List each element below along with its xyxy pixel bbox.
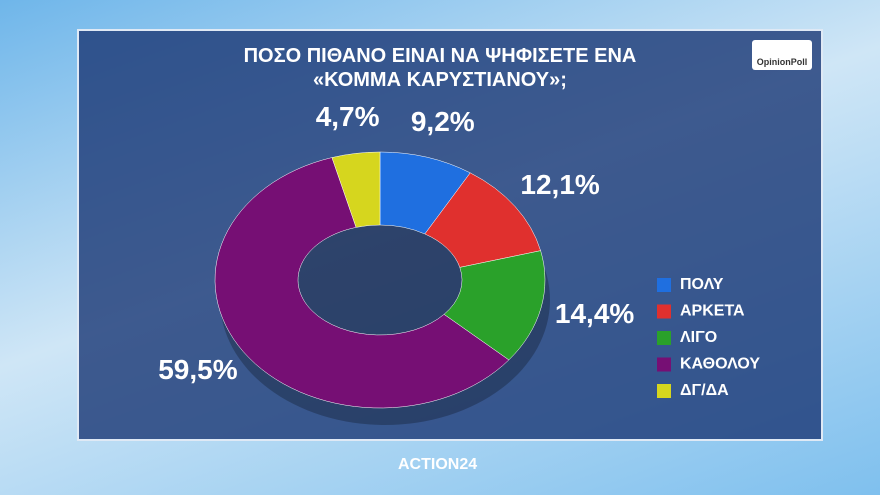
value-label: 14,4% [555,298,634,329]
channel-logo: ACTION24 [398,456,478,473]
legend-label: ΔΓ/ΔΑ [680,382,729,399]
legend-swatch [657,384,671,398]
value-label: 4,7% [316,101,380,132]
legend-swatch [657,331,671,345]
donut-slice [331,151,381,228]
value-label: 9,2% [411,106,475,137]
logo: OpinionPoll [752,40,812,70]
value-label: 59,5% [158,354,237,385]
legend-label: ΠΟΛΥ [680,276,724,293]
legend-swatch [657,278,671,292]
legend-label: ΑΡΚΕΤΑ [680,303,745,320]
legend-label: ΚΑΘΟΛΟΥ [680,356,760,373]
legend-swatch [657,357,671,372]
donut-slice [214,157,510,409]
chart-title: ΠΟΣΟ ΠΙΘΑΝΟ ΕΙΝΑΙ ΝΑ ΨΗΦΙΣΕΤΕ ΕΝΑ «ΚΟΜΜΑ… [243,45,637,91]
legend-label: ΛΙΓΟ [680,329,717,346]
value-label: 12,1% [520,169,599,200]
legend-swatch [657,304,671,319]
